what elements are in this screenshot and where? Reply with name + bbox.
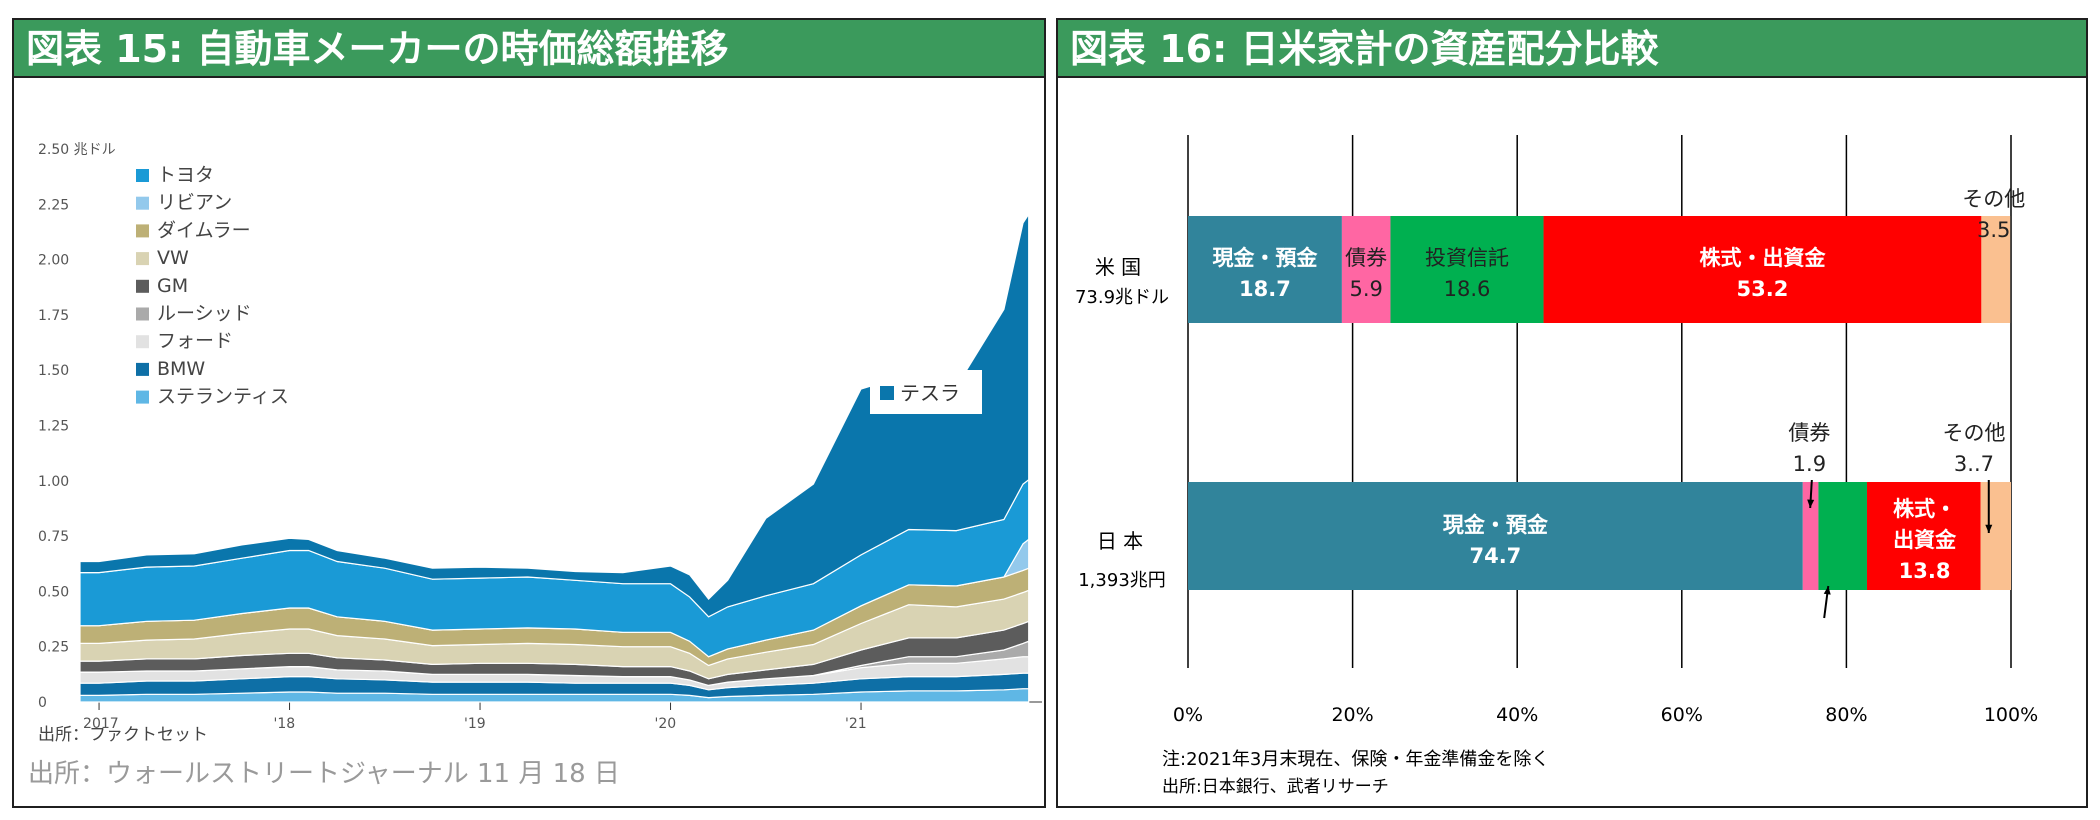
bar-segment-現金・預金 xyxy=(1188,216,1342,323)
legend-label: ステランティス xyxy=(157,386,289,408)
data-label-us-bond: 債券 xyxy=(1345,246,1387,270)
category-total-us: 73.9兆ドル xyxy=(1075,287,1169,308)
x-tick-label: 100% xyxy=(1984,704,2038,726)
x-tick-label: 40% xyxy=(1496,704,1538,726)
legend-swatch xyxy=(136,335,149,349)
category-label-us: 米 国 xyxy=(1095,255,1141,279)
asset-allocation-chart-panel: 図表 16: 日米家計の資産配分比較 0% 20% 40% 60% 80% 100% 米 国… xyxy=(1056,18,2088,808)
y-tick-label: 0.75 xyxy=(38,529,69,545)
x-tick-label: 0% xyxy=(1173,704,1203,726)
category-label-jp: 日 本 xyxy=(1097,529,1143,553)
x-tick-label: '20 xyxy=(655,716,677,732)
data-label-us-fund: 18.6 xyxy=(1444,277,1491,301)
legend-label: フォード xyxy=(157,330,233,352)
data-label-jp-equity: 株式・ xyxy=(1893,497,1956,521)
market-cap-chart-panel: 図表 15: 自動車メーカーの時価総額推移 2.50 兆ドル 2.25 2.00 1.… xyxy=(12,18,1046,808)
legend-swatch xyxy=(136,390,149,404)
y-tick-label: 1.25 xyxy=(38,419,69,435)
legend-swatch xyxy=(136,196,149,210)
bar-segment-投資信託 xyxy=(1818,482,1867,590)
x-tick-label: 2017 xyxy=(83,716,119,732)
bar-segment-債券 xyxy=(1341,216,1391,323)
y-tick-label: 1.00 xyxy=(38,474,69,490)
legend-swatch xyxy=(136,307,149,321)
bar-segment-債券 xyxy=(1802,482,1819,590)
chart-source: 出所:日本銀行、武者リサーチ xyxy=(1162,777,1389,797)
data-label-jp-other: その他 xyxy=(1942,421,2005,445)
x-tick-label: '19 xyxy=(464,716,486,732)
data-label-us-equity: 株式・出資金 xyxy=(1699,246,1826,270)
legend-swatch xyxy=(136,169,149,182)
x-tick-label: 20% xyxy=(1331,704,1373,726)
data-label-jp-bond: 債券 xyxy=(1788,421,1830,445)
source-wsj: 出所：ウォールストリートジャーナル 11 月 18 日 xyxy=(28,759,620,789)
legend-label: ダイムラー xyxy=(157,219,251,241)
y-tick-label: 2.50 兆ドル xyxy=(38,142,116,158)
arrow-jp-other-head xyxy=(1985,524,1993,533)
y-tick-label: 2.00 xyxy=(38,253,69,269)
legend-label: GM xyxy=(157,275,188,297)
y-tick-label: 0 xyxy=(38,695,47,711)
bar-segment-株式・出資金 xyxy=(1543,216,1982,323)
data-label-jp-equity: 13.8 xyxy=(1899,559,1951,583)
category-total-jp: 1,393兆円 xyxy=(1078,570,1166,591)
legend-swatch xyxy=(136,252,149,266)
legend-label: ルーシッド xyxy=(157,303,252,325)
data-label-jp-cash: 74.7 xyxy=(1469,544,1521,568)
y-tick-label: 0.25 xyxy=(38,640,69,656)
legend-swatch xyxy=(136,362,149,376)
data-label-us-bond: 5.9 xyxy=(1349,277,1382,301)
tesla-label: テスラ xyxy=(900,381,960,405)
data-label-us-other: 3.5 xyxy=(1977,218,2010,242)
area-series-テスラ xyxy=(79,212,1030,618)
data-label-jp-bond: 1.9 xyxy=(1793,452,1826,476)
arrow-jp-fund-head xyxy=(1823,586,1831,595)
y-tick-label: 2.25 xyxy=(38,197,69,213)
chart-note: 注:2021年3月末現在、保険・年金準備金を除く xyxy=(1162,749,1550,770)
source-factset: 出所：ファクトセット xyxy=(38,725,208,745)
bar-segment-投資信託 xyxy=(1390,216,1544,323)
legend-label: トヨタ xyxy=(157,164,214,186)
legend-swatch xyxy=(136,224,149,238)
data-label-jp-other: 3..7 xyxy=(1954,452,1994,476)
bar-segment-現金・預金 xyxy=(1188,482,1803,590)
chart-title: 図表 16: 日米家計の資産配分比較 xyxy=(1058,20,2086,78)
legend-swatch xyxy=(136,279,149,293)
x-tick-label: 80% xyxy=(1825,704,1867,726)
arrow-jp-bond-head xyxy=(1807,499,1815,508)
tesla-swatch xyxy=(880,386,894,400)
data-label-us-other: その他 xyxy=(1962,187,2025,211)
bar-segment-その他 xyxy=(1981,216,2011,323)
data-label-us-fund: 投資信託 xyxy=(1425,246,1509,270)
data-label-us-cash: 現金・預金 xyxy=(1212,246,1318,270)
legend-label: リビアン xyxy=(157,192,232,214)
y-tick-label: 0.50 xyxy=(38,584,69,600)
x-tick-label: '18 xyxy=(274,716,296,732)
bar-segment-株式・出資金 xyxy=(1866,482,1981,590)
y-tick-label: 1.50 xyxy=(38,363,69,379)
data-label-jp-cash: 現金・預金 xyxy=(1443,513,1549,537)
x-tick-label: 60% xyxy=(1661,704,1703,726)
bar-segment-その他 xyxy=(1980,482,2011,590)
data-label-us-equity: 53.2 xyxy=(1737,277,1789,301)
x-tick-label: '21 xyxy=(845,716,867,732)
market-cap-area-chart: 2.50 兆ドル 2.25 2.00 1.75 1.50 1.25 1.00 0.75 0.50… xyxy=(38,142,1042,732)
data-label-jp-equity: 出資金 xyxy=(1893,528,1957,552)
legend-label: VW xyxy=(157,247,189,269)
legend-label: BMW xyxy=(157,358,205,380)
data-label-us-cash: 18.7 xyxy=(1239,277,1291,301)
y-tick-label: 1.75 xyxy=(38,308,69,324)
chart-title: 図表 15: 自動車メーカーの時価総額推移 xyxy=(14,20,1044,78)
